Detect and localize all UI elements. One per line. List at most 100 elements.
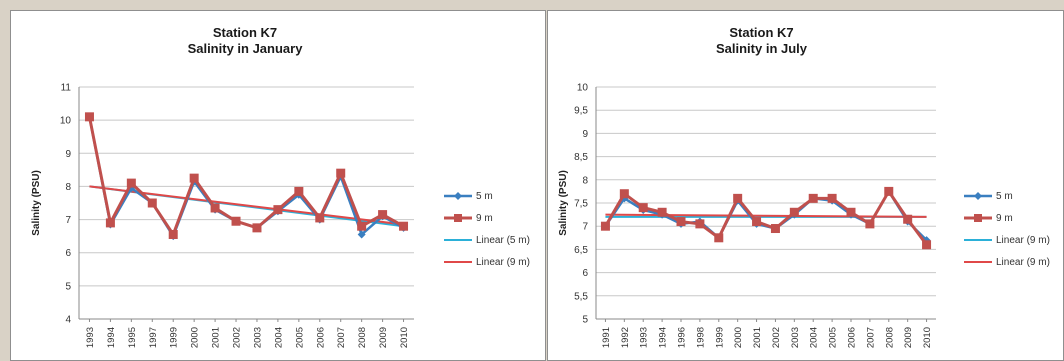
x-tick-label: 1995	[127, 327, 138, 348]
x-tick-label: 1996	[677, 327, 688, 348]
data-point	[808, 193, 818, 203]
chart-title-line1: Station K7	[729, 25, 794, 40]
x-tick-label: 2003	[790, 327, 801, 348]
legend-label: Linear (9 m)	[996, 234, 1050, 246]
x-tick-label: 2001	[752, 327, 763, 348]
x-tick-label: 1994	[106, 327, 117, 348]
data-point	[638, 203, 648, 213]
x-tick-label: 1999	[714, 327, 725, 348]
x-tick-label: 1993	[639, 327, 650, 348]
series-line	[604, 188, 928, 246]
y-tick-label: 9,5	[574, 106, 588, 117]
data-point	[695, 219, 705, 229]
x-tick-label: 2005	[294, 327, 305, 348]
y-tick-label: 8	[65, 182, 71, 193]
y-tick-label: 6	[65, 248, 71, 259]
y-tick-label: 9	[582, 129, 588, 140]
x-tick-label: 2009	[903, 327, 914, 348]
data-point	[126, 178, 136, 188]
x-tick-label: 2006	[315, 327, 326, 348]
legend-item: 5 m	[963, 185, 1050, 207]
x-tick-label: 2000	[190, 327, 201, 348]
x-tick-label: 2009	[378, 327, 389, 348]
data-point	[922, 240, 932, 250]
y-tick-label: 4	[65, 315, 71, 326]
x-tick-label: 1998	[695, 327, 706, 348]
x-tick-label: 2003	[252, 327, 263, 348]
legend-swatch	[964, 192, 992, 200]
legend-item: 9 m	[443, 207, 530, 229]
x-tick-label: 1991	[601, 327, 612, 348]
data-point	[168, 229, 178, 239]
legend-swatch	[964, 261, 992, 263]
data-point	[619, 189, 629, 199]
x-tick-label: 1993	[85, 327, 96, 348]
x-tick-label: 2010	[399, 327, 410, 348]
x-tick-label: 2002	[232, 327, 243, 348]
legend-item: Linear (5 m)	[443, 229, 530, 251]
chart-title: Station K7 Salinity in January	[11, 25, 512, 57]
data-point	[752, 217, 762, 227]
chart-title-line2: Salinity in January	[187, 41, 303, 56]
data-point	[789, 207, 799, 217]
legend-swatch-marker	[974, 214, 982, 222]
chart-title-line1: Station K7	[212, 25, 278, 40]
series-line	[87, 116, 405, 238]
gridlines	[79, 86, 414, 320]
y-tick-label: 7,5	[574, 199, 588, 210]
legend-item: Linear (9 m)	[443, 251, 530, 273]
y-tick-label: 7	[65, 215, 71, 226]
x-tick-label: 1994	[658, 327, 669, 348]
chart-legend: 5 m 9 m Linear (5 m) Linear (9 m)	[443, 185, 530, 273]
y-tick-label: 5	[65, 281, 71, 292]
chart-plot-july: 5 5,5 6 6,5 7 7,5 8 8,5 9 9,5 10 1991 1992 1993 1994 19…	[558, 83, 936, 348]
data-point	[210, 203, 220, 213]
x-tick-label: 2005	[828, 327, 839, 348]
x-tick-label: 2008	[357, 327, 368, 348]
data-point	[252, 223, 262, 233]
y-tick-label: 10	[577, 83, 589, 94]
y-tick-label: 10	[60, 116, 72, 127]
y-tick-label: 5,5	[574, 291, 588, 302]
data-point	[189, 173, 199, 183]
data-point	[315, 213, 325, 223]
x-tick-label: 2010	[922, 327, 933, 348]
series-line	[88, 116, 405, 239]
legend-label: 5 m	[476, 190, 493, 202]
x-tick-label: 2000	[733, 327, 744, 348]
x-tick-label: 2002	[771, 327, 782, 348]
data-point	[714, 233, 724, 243]
chart-panel-january: Station K7 Salinity in January 4 5 6 7 8 9 10 1…	[10, 10, 546, 361]
legend-swatch	[444, 239, 472, 241]
data-point	[827, 193, 837, 203]
x-tick-label: 2001	[211, 327, 222, 348]
legend-label: Linear (9 m)	[996, 256, 1050, 268]
x-tick-label: 2008	[884, 327, 895, 348]
x-tick-label: 1997	[148, 327, 159, 348]
data-point	[846, 207, 856, 217]
x-tick-label: 2007	[336, 327, 347, 348]
legend-label: 9 m	[476, 212, 493, 224]
legend-label: Linear (5 m)	[476, 234, 530, 246]
data-point	[676, 217, 686, 227]
y-tick-label: 6,5	[574, 245, 588, 256]
data-point	[865, 219, 875, 229]
data-point	[770, 224, 780, 234]
chart-legend: 5 m 9 m Linear (9 m) Linear (9 m)	[963, 185, 1050, 273]
legend-swatch-marker	[974, 192, 982, 200]
data-point	[273, 205, 283, 215]
x-tick-label: 1999	[169, 327, 180, 348]
data-point	[733, 193, 743, 203]
legend-swatch-marker	[454, 214, 462, 222]
data-point	[147, 198, 157, 208]
y-tick-label: 8	[582, 175, 588, 186]
legend-swatch	[444, 214, 472, 222]
legend-swatch-marker	[454, 192, 462, 200]
x-tick-label: 2006	[847, 327, 858, 348]
legend-swatch	[444, 192, 472, 200]
legend-item: 5 m	[443, 185, 530, 207]
y-tick-label: 8,5	[574, 152, 588, 163]
legend-item: Linear (9 m)	[963, 229, 1050, 251]
chart-plot-january: 4 5 6 7 8 9 10 11 1993 1994 1995 1997 1999 2000 2001 20…	[31, 83, 414, 348]
legend-swatch	[964, 239, 992, 241]
